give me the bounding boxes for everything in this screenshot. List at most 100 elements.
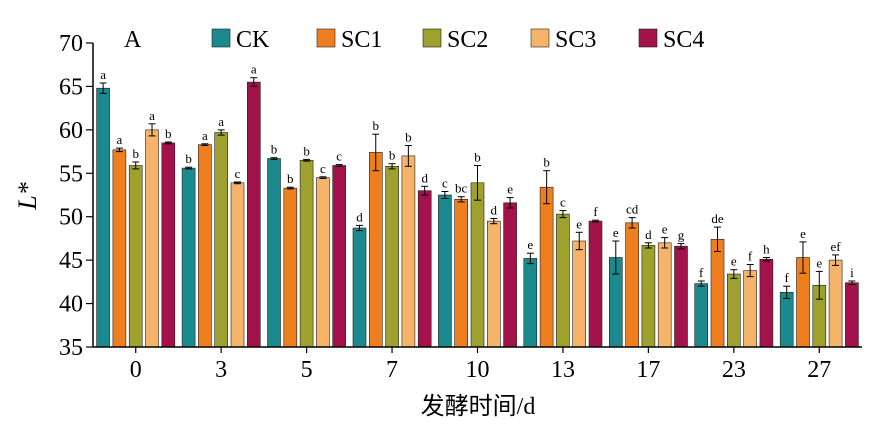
bar-sc4-0 <box>161 142 176 348</box>
legend-swatch-sc3 <box>530 28 550 48</box>
significance-label: a <box>218 114 224 129</box>
significance-label: c <box>560 195 566 210</box>
y-tick-label: 65 <box>59 74 83 100</box>
significance-label: e <box>613 225 619 240</box>
x-tick-label: 3 <box>215 357 227 383</box>
x-tick-label: 17 <box>636 357 660 383</box>
significance-label: e <box>800 226 806 241</box>
x-axis-title: 发酵时间/d <box>421 393 536 420</box>
bar-ck-27 <box>779 291 794 348</box>
significance-label: b <box>373 118 380 133</box>
bar-ck-3 <box>181 167 196 348</box>
bar-sc2-10 <box>470 182 485 348</box>
significance-label: b <box>389 148 396 163</box>
panel-label: A <box>124 27 142 53</box>
significance-label: b <box>405 130 412 145</box>
significance-label: d <box>421 170 428 185</box>
y-tick-label: 35 <box>59 335 83 361</box>
bar-sc4-10 <box>503 202 517 348</box>
bar-sc2-17 <box>641 245 656 348</box>
significance-label: bc <box>455 181 468 196</box>
bar-sc2-23 <box>726 273 741 348</box>
significance-label: c <box>442 176 448 191</box>
bar-sc1-0 <box>112 149 127 348</box>
significance-label: b <box>543 155 550 170</box>
bar-sc1-17 <box>625 222 639 348</box>
bar-sc1-7 <box>368 152 383 348</box>
bar-sc2-7 <box>385 166 399 348</box>
significance-label: a <box>117 132 123 147</box>
legend-swatch-sc1 <box>316 28 336 48</box>
significance-label: b <box>185 151 192 166</box>
legend-swatch-sc2 <box>422 28 442 48</box>
bar-sc4-23 <box>759 258 774 348</box>
x-tick-label: 7 <box>386 357 398 383</box>
significance-label: f <box>593 204 598 219</box>
significance-label: d <box>645 227 652 242</box>
significance-label: b <box>165 126 172 141</box>
significance-label: c <box>336 149 342 164</box>
significance-label: a <box>149 108 155 123</box>
bar-ck-10 <box>438 194 452 348</box>
legend-label-sc3: SC3 <box>555 27 596 53</box>
significance-label: e <box>576 216 582 231</box>
legend-label-sc2: SC2 <box>447 27 488 53</box>
significance-label: d <box>356 209 363 224</box>
bar-sc4-13 <box>588 220 603 348</box>
x-tick-label: 0 <box>130 357 142 383</box>
significance-label: h <box>763 242 770 257</box>
bar-sc3-0 <box>145 129 159 348</box>
significance-label: de <box>711 211 724 226</box>
bar-sc3-17 <box>657 242 672 348</box>
significance-label: c <box>235 166 241 181</box>
y-tick-label: 70 <box>59 31 83 57</box>
significance-label: e <box>527 237 533 252</box>
significance-label: d <box>491 203 498 218</box>
significance-label: b <box>287 171 294 186</box>
bar-sc3-3 <box>230 182 245 348</box>
significance-label: f <box>748 249 753 264</box>
bar-sc2-3 <box>214 132 228 348</box>
x-tick-label: 23 <box>722 357 746 383</box>
bar-sc1-23 <box>710 239 725 348</box>
significance-label: i <box>850 265 854 280</box>
x-tick-label: 5 <box>301 357 313 383</box>
bar-sc1-13 <box>539 186 554 348</box>
x-tick-label: 10 <box>466 357 490 383</box>
bar-sc2-5 <box>299 160 314 348</box>
bar-sc4-5 <box>332 165 347 348</box>
bar-sc4-27 <box>845 282 859 348</box>
bar-sc3-10 <box>486 220 501 348</box>
significance-label: c <box>320 161 326 176</box>
y-tick-label: 40 <box>59 292 83 318</box>
significance-label: f <box>699 265 704 280</box>
bar-sc3-13 <box>572 240 587 348</box>
significance-label: a <box>202 128 208 143</box>
bar-ck-23 <box>694 283 709 348</box>
bar-sc1-5 <box>283 187 298 348</box>
significance-label: a <box>251 62 257 77</box>
legend-swatch-ck <box>211 28 231 48</box>
significance-label: g <box>678 228 685 243</box>
significance-label: b <box>132 146 139 161</box>
legend: CK SC1 SC2 SC3 SC4 <box>211 27 704 53</box>
bar-ck-7 <box>352 227 367 348</box>
significance-label: e <box>731 254 737 269</box>
x-tick-label: 13 <box>551 357 575 383</box>
y-axis-title: L* <box>13 182 42 210</box>
significance-label: b <box>271 142 278 157</box>
significance-label: a <box>100 67 106 82</box>
significance-label: e <box>662 222 668 237</box>
significance-label: cd <box>626 202 639 217</box>
bar-sc4-3 <box>247 81 261 348</box>
significance-label: e <box>507 182 513 197</box>
bar-sc4-7 <box>417 190 432 348</box>
x-tick-label: 27 <box>807 357 831 383</box>
y-tick-label: 55 <box>59 161 83 187</box>
significance-label: b <box>303 143 310 158</box>
bar-ck-5 <box>267 158 281 348</box>
